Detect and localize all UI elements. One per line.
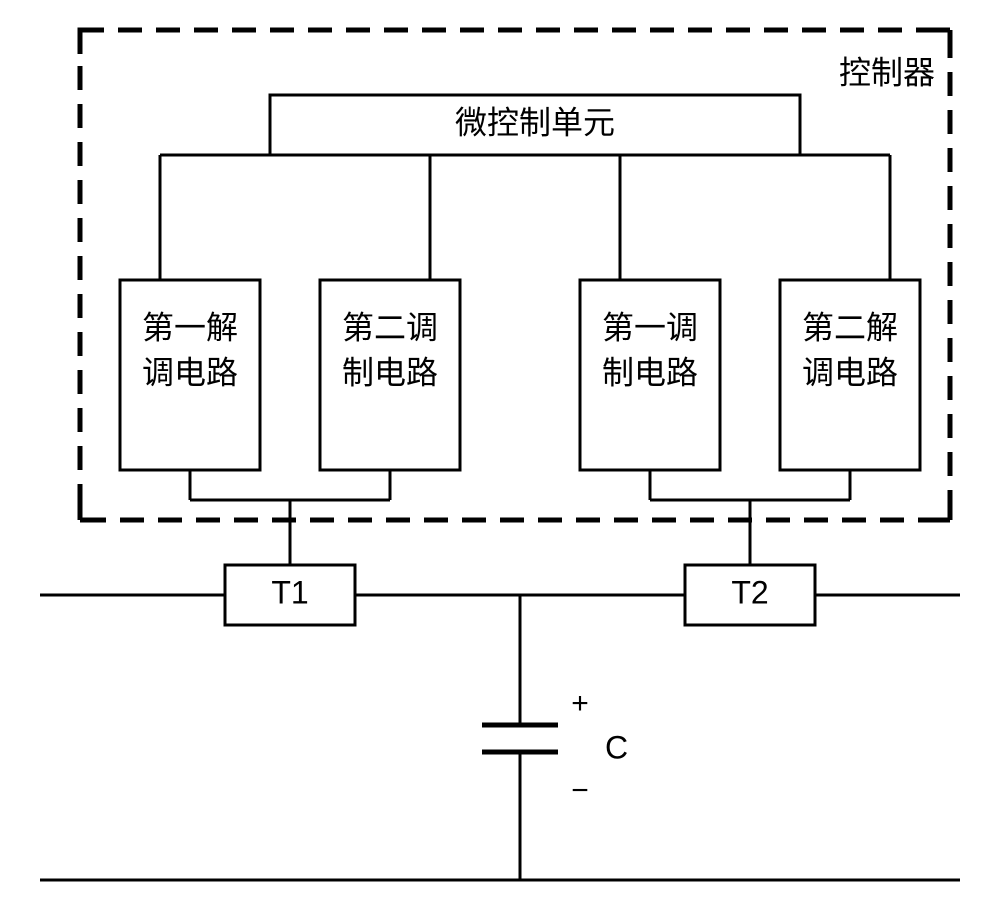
capacitor-minus: −	[571, 774, 589, 807]
circuit-label-mod2-l2: 制电路	[342, 354, 438, 390]
circuit-label-mod1-l2: 制电路	[602, 354, 698, 390]
circuit-label-demod1-l2: 调电路	[142, 354, 238, 390]
circuit-diagram: 控制器微控制单元第一解调电路 第二调制电路 第一调制电路 第二解调电路 T1 T2 + −C	[0, 0, 1000, 920]
capacitor-label: C	[605, 729, 628, 765]
circuit-label-demod2-l2: 调电路	[802, 354, 898, 390]
circuit-label-mod1-l1: 第一调	[602, 309, 698, 345]
terminal-label-t2: T2	[731, 574, 768, 610]
terminal-label-t1: T1	[271, 574, 308, 610]
capacitor-plus: +	[571, 687, 589, 720]
mcu-label: 微控制单元	[455, 104, 615, 140]
controller-label: 控制器	[839, 54, 935, 90]
circuit-label-mod2-l1: 第二调	[342, 309, 438, 345]
circuit-label-demod1-l1: 第一解	[142, 309, 238, 345]
circuit-label-demod2-l1: 第二解	[802, 309, 898, 345]
